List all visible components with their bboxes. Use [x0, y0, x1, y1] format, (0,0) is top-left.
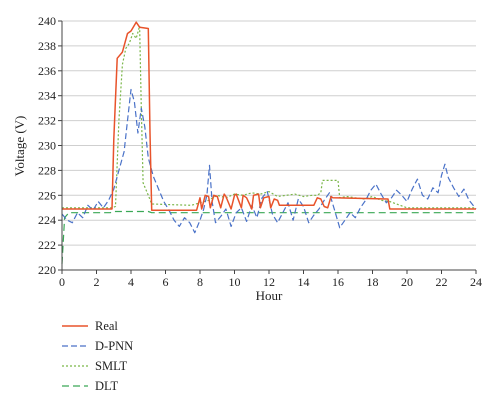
- y-tick-label: 238: [38, 39, 56, 53]
- axes: [58, 20, 477, 274]
- x-tick-label: 16: [332, 275, 344, 289]
- series-layer: [61, 21, 477, 264]
- y-tick-label: 236: [38, 64, 56, 78]
- y-tick-label: 226: [38, 188, 56, 202]
- y-tick-label: 232: [38, 114, 56, 128]
- y-tick-label: 228: [38, 163, 56, 177]
- x-tick-labels: 0 2 4 6 8 10 12 14 16 18 20 22 24: [59, 275, 482, 289]
- series-line-smlt: [62, 25, 476, 209]
- y-tick-labels: 220 222 224 226 228 230 232 234 236 238 240: [38, 14, 56, 277]
- x-tick-label: 20: [401, 275, 413, 289]
- y-tick-label: 234: [38, 89, 56, 103]
- legend: Real D-PNN SMLT DLT: [62, 319, 133, 393]
- x-tick-label: 12: [263, 275, 275, 289]
- grid-lines: [62, 20, 476, 246]
- x-axis-label: Hour: [256, 288, 283, 303]
- x-tick-label: 14: [298, 275, 310, 289]
- series-line-dlt: [61, 210, 476, 264]
- y-tick-label: 220: [38, 263, 56, 277]
- x-tick-label: 2: [94, 275, 100, 289]
- x-tick-label: 0: [59, 275, 65, 289]
- legend-label: DLT: [95, 379, 119, 393]
- x-tick-label: 18: [367, 275, 379, 289]
- x-tick-label: 22: [436, 275, 448, 289]
- legend-label: D-PNN: [95, 339, 133, 353]
- y-tick-label: 222: [38, 238, 56, 252]
- x-tick-label: 24: [470, 275, 482, 289]
- x-tick-label: 6: [163, 275, 169, 289]
- y-axis-label: Voltage (V): [12, 116, 27, 177]
- y-tick-label: 240: [38, 14, 56, 28]
- x-tick-label: 10: [229, 275, 241, 289]
- x-tick-label: 4: [128, 275, 134, 289]
- series-line-d-pnn: [61, 88, 477, 234]
- y-tick-label: 224: [38, 213, 56, 227]
- series-line-real: [62, 21, 476, 211]
- x-tick-label: 8: [197, 275, 203, 289]
- legend-label: Real: [95, 319, 118, 333]
- y-tick-label: 230: [38, 139, 56, 153]
- legend-label: SMLT: [95, 359, 128, 373]
